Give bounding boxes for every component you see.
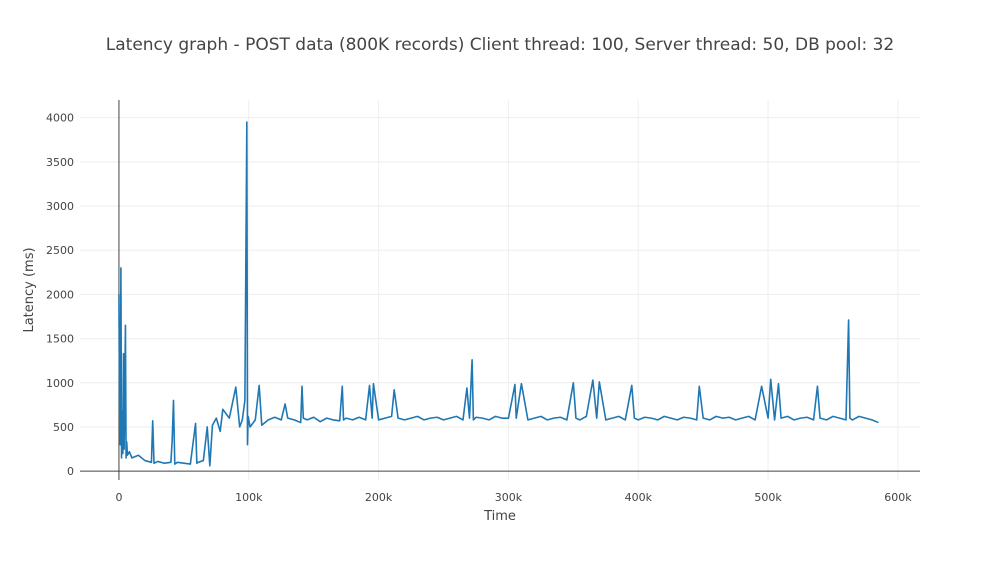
y-tick-label: 1000 [46, 377, 74, 390]
y-tick-label: 2000 [46, 288, 74, 301]
x-tick-label: 400k [625, 491, 653, 504]
y-tick-label: 500 [53, 421, 74, 434]
x-axis-title: Time [483, 509, 516, 524]
y-tick-label: 1500 [46, 333, 74, 346]
y-gridlines [80, 117, 920, 428]
series-layer [118, 121, 879, 467]
y-tick-label: 4000 [46, 112, 74, 125]
x-tick-label: 600k [884, 491, 912, 504]
y-tick-label: 2500 [46, 244, 74, 257]
latency-series-line [118, 121, 879, 467]
y-tick-label: 0 [67, 465, 74, 478]
x-tick-label: 500k [754, 491, 782, 504]
x-gridlines [248, 100, 899, 480]
chart-title: Latency graph - POST data (800K records)… [106, 35, 894, 55]
x-tick-label: 0 [115, 491, 122, 504]
x-tick-label: 200k [365, 491, 393, 504]
x-tick-labels: 0 100k 200k 300k 400k 500k 600k [115, 491, 912, 504]
y-tick-label: 3500 [46, 156, 74, 169]
y-tick-labels: 0 500 1000 1500 2000 2500 3000 3500 4000 [46, 112, 74, 478]
y-tick-label: 3000 [46, 200, 74, 213]
x-tick-label: 100k [235, 491, 263, 504]
x-tick-label: 300k [495, 491, 523, 504]
y-axis-title: Latency (ms) [22, 247, 37, 332]
